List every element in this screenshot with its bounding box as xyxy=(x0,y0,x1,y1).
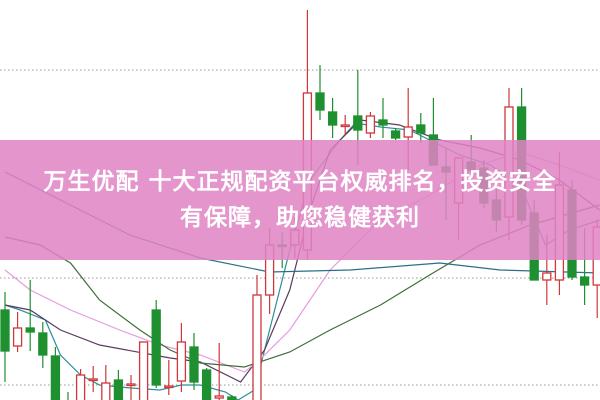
candle-body-up xyxy=(176,341,187,382)
candle-body-down xyxy=(390,130,401,139)
candle-body-up xyxy=(101,382,111,400)
candle-body-up xyxy=(12,327,23,347)
candle-body-up xyxy=(75,374,86,400)
title-line-2: 有保障，助您稳健获利 xyxy=(180,205,420,231)
title-line-1: 万生优配 十大正规配资平台权威排名，投资安全 xyxy=(43,169,557,195)
candle-body-up xyxy=(252,294,262,400)
candle-body-up xyxy=(88,378,98,382)
candle-body-up xyxy=(365,115,376,134)
candle-body-up xyxy=(164,385,174,389)
candle-body-down xyxy=(25,327,35,333)
candle-body-down xyxy=(189,346,199,383)
candle-body-down xyxy=(227,396,237,400)
candle-body-down xyxy=(151,309,161,386)
candle-body-down xyxy=(579,276,590,286)
candle-body-up xyxy=(542,272,552,281)
candle-body-down xyxy=(378,119,388,126)
title-banner: 万生优配 十大正规配资平台权威排名，投资安全 有保障，助您稳健获利 xyxy=(0,140,600,260)
candle-body-down xyxy=(38,332,48,356)
candle-body-up xyxy=(138,341,149,400)
candle-body-down xyxy=(113,379,124,400)
candle-body-down xyxy=(315,92,325,111)
candle-body-down xyxy=(50,355,61,400)
candle-body-up xyxy=(214,395,224,399)
candle-body-down xyxy=(0,309,10,352)
candle-body-up xyxy=(126,383,136,387)
candle-body-down xyxy=(327,111,338,126)
candle-body-down xyxy=(416,124,426,134)
candle-body-down xyxy=(201,369,212,400)
candle-body-down xyxy=(353,115,363,131)
candle-body-up xyxy=(340,124,350,128)
candle-body-up xyxy=(403,126,413,138)
